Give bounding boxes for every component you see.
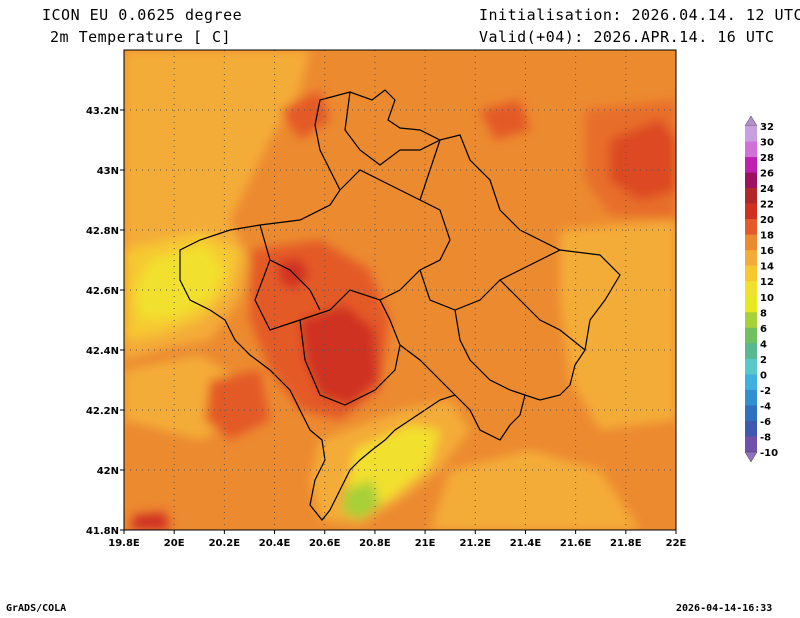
admin-borders xyxy=(179,89,621,521)
colorbar-label: -6 xyxy=(760,417,771,428)
field-10-west xyxy=(135,245,225,320)
y-tick-label: 43.2N xyxy=(86,106,119,117)
y-tick-label: 41.8N xyxy=(86,526,119,537)
colorbar-label: 12 xyxy=(760,277,774,288)
colorbar-segment xyxy=(745,188,757,204)
y-tick-label: 42.2N xyxy=(86,406,119,417)
y-tick-label: 43N xyxy=(97,166,119,177)
footer-timestamp: 2026-04-14-16:33 xyxy=(676,603,773,614)
y-tick-label: 42.6N xyxy=(86,286,119,297)
colorbar-label: 32 xyxy=(760,122,774,133)
field-18-north xyxy=(280,90,330,140)
y-tick-label: 42N xyxy=(97,466,119,477)
x-tick-label: 20.8E xyxy=(359,538,391,549)
colorbar-segment xyxy=(745,405,757,422)
x-tick-label: 19.8E xyxy=(108,538,140,549)
x-tick-label: 20.2E xyxy=(209,538,241,549)
colorbar-segment xyxy=(745,203,757,220)
colorbar-segment xyxy=(745,374,757,391)
colorbar-label: 10 xyxy=(760,293,774,304)
colorbar-segment xyxy=(745,389,757,406)
colorbar-label: 24 xyxy=(760,184,774,195)
colorbar-segment xyxy=(745,296,757,313)
internal-border-g xyxy=(344,91,441,166)
colorbar-segment xyxy=(745,172,757,189)
colorbar-segment xyxy=(745,219,757,235)
y-tick-label: 42.8N xyxy=(86,226,119,237)
field-20-core xyxy=(300,305,378,405)
x-axis-ticks: 19.8E 20E 20.2E 20.4E 20.6E 20.8E 21E 21.2E 21.4… xyxy=(108,530,687,549)
colorbar-segment xyxy=(745,281,757,298)
colorbar-min-arrow xyxy=(744,451,758,463)
x-tick-label: 21.2E xyxy=(460,538,492,549)
colorbar-max-arrow xyxy=(744,115,758,127)
field-18-southwest xyxy=(205,370,270,440)
field-20-southwest xyxy=(130,512,170,530)
y-axis-ticks: 43.2N 43N 42.8N 42.6N 42.4N 42.2N 42N 41.8N xyxy=(86,106,124,537)
colorbar-label: -2 xyxy=(760,386,771,397)
field-16-south-east xyxy=(430,450,640,530)
x-tick-label: 22E xyxy=(666,538,687,549)
variable-title: 2m Temperature [ C] xyxy=(50,28,232,46)
colorbar-label: -4 xyxy=(760,401,771,412)
colorbar-segment xyxy=(745,141,757,158)
colorbar-label: 16 xyxy=(760,246,774,257)
colorbar-label: 6 xyxy=(760,324,767,335)
colorbar-label: 20 xyxy=(760,215,774,226)
x-tick-label: 21E xyxy=(415,538,436,549)
colorbar-segment xyxy=(745,327,757,344)
internal-border-h xyxy=(499,279,586,351)
colorbar-label: 22 xyxy=(760,200,774,211)
model-title: ICON EU 0.0625 degree xyxy=(42,6,243,24)
x-tick-label: 21.4E xyxy=(510,538,542,549)
internal-border-e xyxy=(399,344,456,396)
x-tick-label: 21.6E xyxy=(560,538,592,549)
y-tick-label: 42.4N xyxy=(86,346,119,357)
internal-border-i xyxy=(269,259,321,311)
colorbar-segment xyxy=(745,358,757,375)
x-tick-label: 21.8E xyxy=(610,538,642,549)
colorbar-segment xyxy=(745,343,757,360)
colorbar-label: 18 xyxy=(760,231,774,242)
graticule xyxy=(124,50,676,530)
colorbar-segment xyxy=(745,234,757,251)
colorbar-label: 26 xyxy=(760,169,774,180)
field-18-east xyxy=(585,100,676,220)
internal-border-d xyxy=(454,309,526,396)
colorbar-label: -10 xyxy=(760,448,778,459)
x-tick-label: 20E xyxy=(164,538,185,549)
colorbar-label: 28 xyxy=(760,153,774,164)
colorbar-segment xyxy=(745,250,757,267)
colorbar-label: 30 xyxy=(760,138,774,149)
field-16-east xyxy=(560,220,676,430)
colorbar-label: 4 xyxy=(760,339,767,350)
field-6-south xyxy=(342,480,380,520)
x-tick-label: 20.4E xyxy=(259,538,291,549)
colorbar-label: -8 xyxy=(760,432,771,443)
colorbar-label: 0 xyxy=(760,370,767,381)
internal-border-a xyxy=(254,169,451,331)
x-tick-label: 20.6E xyxy=(309,538,341,549)
field-18-northeast xyxy=(480,100,530,140)
init-time: Initialisation: 2026.04.14. 12 UTC xyxy=(479,6,800,24)
valid-time: Valid(+04): 2026.APR.14. 16 UTC xyxy=(479,28,775,46)
colorbar-label: 2 xyxy=(760,355,767,366)
footer-credit: GrADS/COLA xyxy=(6,603,67,614)
colorbar-segment xyxy=(745,436,757,453)
internal-border-b xyxy=(299,299,401,406)
colorbar-segment xyxy=(745,265,757,282)
colorbar-segment xyxy=(745,157,757,173)
colorbar-segment xyxy=(745,420,757,437)
field-16-northwest xyxy=(124,50,310,240)
colorbar-label: 14 xyxy=(760,262,774,273)
colorbar-label: 8 xyxy=(760,308,767,319)
colorbar-segment xyxy=(745,312,757,329)
colorbar-segment xyxy=(745,126,757,142)
country-outline xyxy=(179,89,621,521)
